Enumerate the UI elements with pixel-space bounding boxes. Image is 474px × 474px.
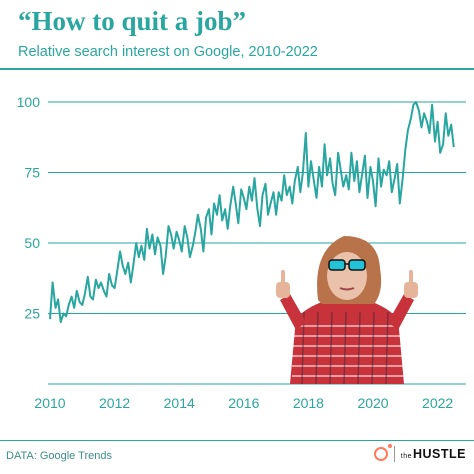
chart-title: “How to quit a job”	[18, 6, 247, 36]
source-label: DATA: Google Trends	[6, 450, 112, 462]
face	[327, 252, 367, 300]
sunglasses-left-lens	[328, 259, 346, 271]
mouth	[339, 287, 355, 291]
right-finger	[409, 270, 413, 284]
footer-divider	[0, 440, 474, 441]
hubspot-icon	[373, 444, 392, 461]
plaid-stripe	[371, 311, 375, 385]
brand-logo: theHUSTLE	[373, 444, 466, 462]
x-tick-label: 2012	[99, 395, 130, 411]
y-tick-label: 50	[24, 235, 40, 251]
x-tick-label: 2020	[357, 395, 388, 411]
plaid-stripe	[343, 311, 347, 385]
series-line	[49, 101, 455, 323]
left-arm	[280, 294, 306, 330]
x-axis-ticks: 2010 2012 2014 2016 2018 2020 2022	[34, 395, 453, 411]
right-arm	[388, 294, 414, 330]
y-tick-label: 75	[24, 165, 40, 181]
plaid-stripe	[385, 311, 389, 385]
brand-name: theHUSTLE	[400, 447, 466, 461]
x-tick-label: 2010	[34, 395, 65, 411]
y-tick-label: 25	[24, 306, 40, 322]
chart-subtitle: Relative search interest on Google, 2010…	[18, 44, 318, 60]
x-tick-label: 2016	[228, 395, 259, 411]
y-axis-ticks: 25 50 75 100	[17, 94, 41, 322]
x-tick-label: 2018	[293, 395, 324, 411]
x-tick-label: 2022	[422, 395, 453, 411]
y-tick-label: 100	[17, 94, 41, 110]
sunglasses-right-lens	[348, 259, 366, 271]
left-hand	[276, 282, 290, 298]
gridlines	[48, 101, 466, 385]
plaid-stripe	[315, 311, 319, 385]
right-hand	[404, 282, 418, 298]
left-finger	[281, 270, 285, 284]
plaid-stripe	[301, 311, 305, 385]
plaid-stripe	[357, 311, 361, 385]
x-tick-label: 2014	[164, 395, 195, 411]
plaid-stripe	[329, 311, 333, 385]
line-chart: 25 50 75 100 2010 2012 2014 2016 2018 2020 2022	[17, 94, 466, 411]
person-photo	[276, 236, 418, 385]
header-divider	[0, 68, 474, 70]
logo-divider	[393, 446, 395, 462]
